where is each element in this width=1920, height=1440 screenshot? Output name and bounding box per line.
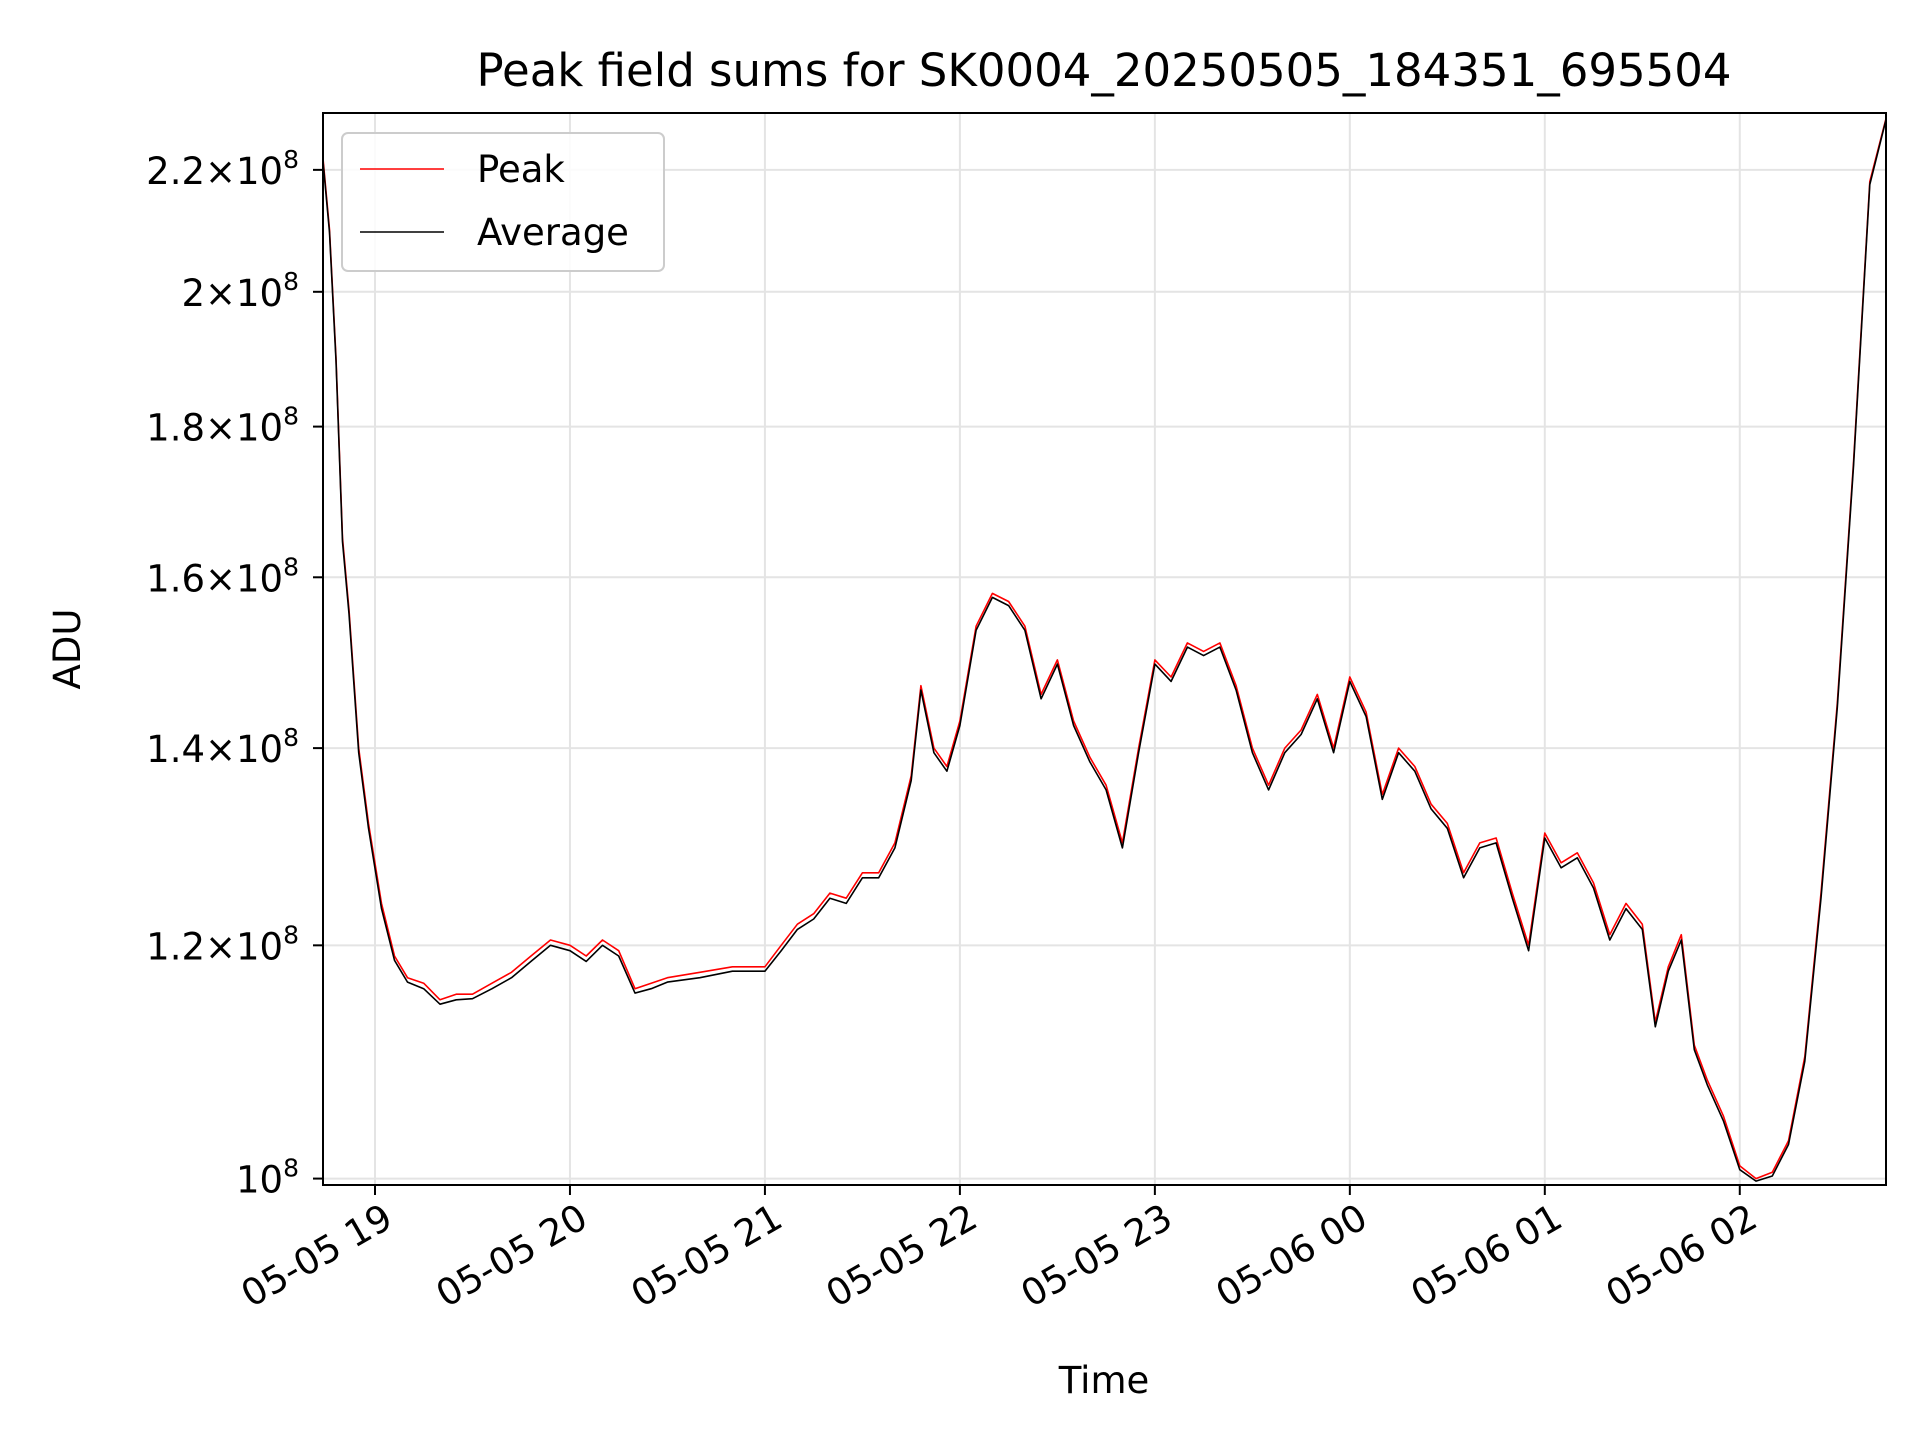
y-tick-label: 108 (236, 1154, 299, 1202)
legend: Peak Average (341, 132, 665, 272)
y-tick-label: 2.2×108 (146, 145, 299, 193)
chart-title: Peak field sums for SK0004_20250505_1843… (477, 44, 1732, 97)
y-tick-label: 1.2×108 (146, 920, 299, 968)
legend-label-peak: Peak (477, 148, 565, 191)
plot-area (322, 118, 1887, 1182)
y-tick-label: 1.8×108 (146, 402, 299, 450)
grid (323, 113, 1886, 1185)
legend-label-average: Average (477, 211, 629, 254)
series-line-average (322, 119, 1887, 1182)
y-axis: 108 1.2×108 1.4×108 1.6×108 1.8×108 2×108 2.2×… (146, 145, 323, 1202)
y-tick-label: 1.4×108 (146, 723, 299, 771)
y-tick-label: 1.6×108 (146, 552, 299, 600)
plot-frame (322, 112, 1887, 1186)
y-axis-label: ADU (46, 609, 89, 690)
legend-box (341, 132, 665, 272)
y-tick-label: 2×108 (181, 267, 299, 315)
series-line-peak (322, 118, 1887, 1180)
x-axis-label: Time (1058, 1359, 1150, 1402)
